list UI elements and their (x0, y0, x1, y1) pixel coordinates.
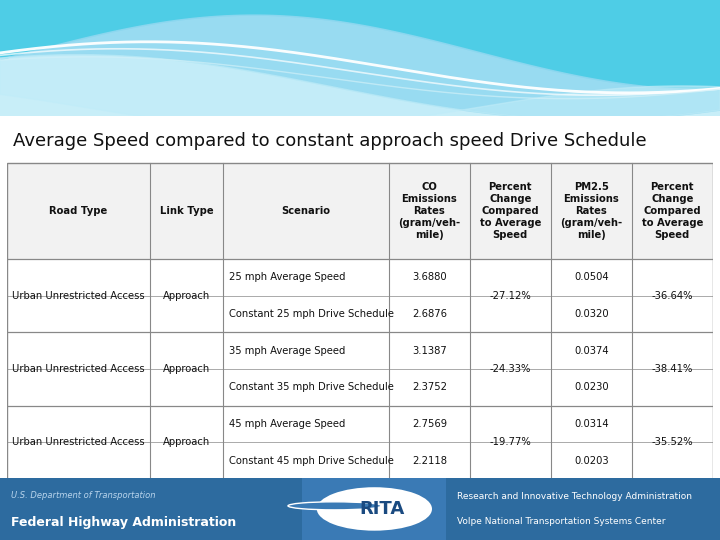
Text: 45 mph Average Speed: 45 mph Average Speed (229, 419, 345, 429)
Text: -27.12%: -27.12% (490, 291, 531, 301)
Text: Approach: Approach (163, 291, 210, 301)
Text: 2.2118: 2.2118 (412, 456, 447, 465)
Text: Approach: Approach (163, 364, 210, 374)
Text: Urban Unrestricted Access: Urban Unrestricted Access (12, 364, 145, 374)
Text: CO
Emissions
Rates
(gram/veh-
mile): CO Emissions Rates (gram/veh- mile) (398, 182, 461, 240)
Text: Constant 25 mph Drive Schedule: Constant 25 mph Drive Schedule (229, 309, 394, 319)
Text: 35 mph Average Speed: 35 mph Average Speed (229, 346, 345, 356)
Text: 0.0230: 0.0230 (574, 382, 608, 392)
Text: 0.0320: 0.0320 (574, 309, 608, 319)
Circle shape (288, 502, 382, 510)
Text: 0.0374: 0.0374 (574, 346, 608, 356)
Text: Urban Unrestricted Access: Urban Unrestricted Access (12, 291, 145, 301)
Text: 25 mph Average Speed: 25 mph Average Speed (229, 272, 346, 282)
Text: Approach: Approach (163, 437, 210, 447)
Text: Constant 35 mph Drive Schedule: Constant 35 mph Drive Schedule (229, 382, 394, 392)
Text: -24.33%: -24.33% (490, 364, 531, 374)
Text: PM2.5
Emissions
Rates
(gram/veh-
mile): PM2.5 Emissions Rates (gram/veh- mile) (560, 182, 622, 240)
Text: Link Type: Link Type (160, 206, 213, 216)
Text: 0.0203: 0.0203 (574, 456, 608, 465)
Text: Average Speed compared to constant approach speed Drive Schedule: Average Speed compared to constant appro… (13, 132, 647, 150)
Text: 2.3752: 2.3752 (412, 382, 447, 392)
Text: Urban Unrestricted Access: Urban Unrestricted Access (12, 437, 145, 447)
Ellipse shape (317, 487, 432, 531)
Bar (7, 163, 713, 259)
Text: U.S. Department of Transportation: U.S. Department of Transportation (11, 491, 156, 500)
Text: 3.6880: 3.6880 (412, 272, 446, 282)
Bar (446, 478, 720, 540)
Text: Research and Innovative Technology Administration: Research and Innovative Technology Admin… (457, 492, 692, 501)
Text: Percent
Change
Compared
to Average
Speed: Percent Change Compared to Average Speed (480, 182, 541, 240)
Text: RITA: RITA (359, 500, 404, 518)
Text: -36.64%: -36.64% (652, 291, 693, 301)
Text: Federal Highway Administration: Federal Highway Administration (11, 516, 236, 529)
Text: -35.52%: -35.52% (652, 437, 693, 447)
Text: 0.0314: 0.0314 (574, 419, 608, 429)
Text: Scenario: Scenario (282, 206, 330, 216)
Text: Constant 45 mph Drive Schedule: Constant 45 mph Drive Schedule (229, 456, 394, 465)
Bar (302, 478, 446, 540)
Bar (0, 478, 302, 540)
Text: -38.41%: -38.41% (652, 364, 693, 374)
Text: Percent
Change
Compared
to Average
Speed: Percent Change Compared to Average Speed (642, 182, 703, 240)
Text: 3.1387: 3.1387 (412, 346, 447, 356)
Text: Road Type: Road Type (50, 206, 108, 216)
Text: 2.6876: 2.6876 (412, 309, 447, 319)
Text: Volpe National Transportation Systems Center: Volpe National Transportation Systems Ce… (457, 517, 666, 526)
Text: 2.7569: 2.7569 (412, 419, 447, 429)
Text: 0.0504: 0.0504 (574, 272, 608, 282)
Text: -19.77%: -19.77% (490, 437, 531, 447)
